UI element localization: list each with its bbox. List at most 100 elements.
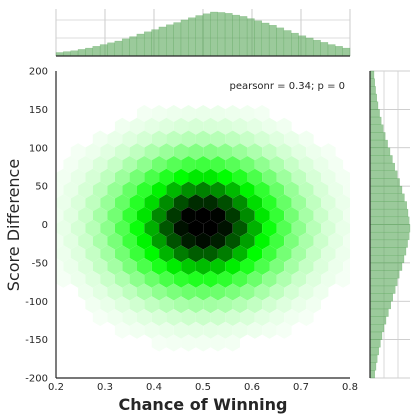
top-hist-bar: [174, 23, 181, 56]
x-axis-label: Chance of Winning: [119, 395, 288, 414]
right-hist-bar: [370, 355, 377, 363]
top-hist-bar: [240, 16, 247, 56]
top-hist-bar: [313, 40, 320, 56]
pearson-annotation: pearsonr = 0.34; p = 0: [229, 81, 345, 92]
right-hist-bar: [370, 240, 408, 248]
x-tick-label: 0.8: [342, 382, 358, 393]
right-hist-bar: [370, 86, 376, 94]
y-tick-label: -200: [25, 374, 48, 385]
right-hist-bar: [370, 340, 380, 348]
top-hist-bar: [291, 33, 298, 56]
right-hist-bar: [370, 255, 404, 263]
right-hist-bar: [370, 332, 382, 340]
right-hist-bar: [370, 363, 376, 371]
top-hist-bar: [335, 46, 342, 56]
top-hist-bar: [107, 43, 114, 56]
top-hist-bar: [210, 12, 217, 56]
y-tick-labels: -200 -150 -100 -50 0 50 100 150 200: [25, 67, 48, 385]
right-hist-bar: [370, 232, 409, 240]
right-hist-bar: [370, 178, 400, 186]
y-axis-label: Score Difference: [4, 159, 23, 291]
x-tick-label: 0.5: [195, 382, 211, 393]
right-hist-bar: [370, 194, 404, 202]
top-hist-bar: [71, 51, 78, 56]
right-hist-bar: [370, 271, 399, 279]
y-tick-label: -150: [25, 335, 48, 346]
right-hist-bar: [370, 209, 408, 217]
right-hist-bar: [370, 102, 378, 110]
top-hist-bar: [299, 36, 306, 56]
x-tick-label: 0.6: [244, 382, 260, 393]
x-tick-labels: 0.2 0.3 0.4 0.5 0.6 0.7 0.8: [48, 382, 358, 393]
top-hist-bar: [328, 45, 335, 56]
top-hist-bar: [343, 48, 350, 56]
x-tick-label: 0.2: [48, 382, 64, 393]
right-hist-bar: [370, 324, 384, 332]
top-hist-bar: [181, 20, 188, 56]
top-hist-bar: [203, 14, 210, 56]
top-hist-bar: [247, 19, 254, 56]
hexbin-cell: [41, 194, 56, 211]
right-hist-bar: [370, 225, 410, 233]
right-hist-bar: [370, 94, 377, 102]
top-hist-bar: [218, 12, 225, 56]
right-hist-bar: [370, 155, 392, 163]
top-hist-bar: [152, 30, 159, 56]
top-hist-bar: [159, 27, 166, 56]
right-hist-bar: [370, 286, 395, 294]
right-hist-bar: [370, 294, 393, 302]
top-hist-bar: [115, 41, 122, 56]
top-hist-bar: [254, 21, 261, 56]
top-hist-bar: [225, 13, 232, 56]
top-hist-bar: [93, 46, 100, 56]
top-hist-bar: [232, 15, 239, 56]
top-hist-bar: [85, 48, 92, 56]
top-hist-bar: [269, 25, 276, 56]
right-hist-bar: [370, 263, 402, 271]
y-tick-label: 50: [35, 182, 48, 193]
top-hist-bar: [196, 16, 203, 56]
hexbin-cell: [350, 194, 365, 211]
right-hist-bar: [370, 109, 380, 117]
x-tick-label: 0.7: [293, 382, 309, 393]
top-hist-bar: [306, 38, 313, 56]
marginal-histogram-y: [370, 71, 410, 378]
top-hist-bar: [166, 25, 173, 56]
right-hist-bar: [370, 370, 375, 378]
x-tick-label: 0.4: [146, 382, 162, 393]
y-tick-label: -50: [32, 258, 48, 269]
right-hist-bar: [370, 309, 388, 317]
right-hist-bar: [370, 171, 397, 179]
y-tick-label: 200: [29, 67, 48, 78]
top-hist-bar: [144, 32, 151, 56]
y-tick-label: -100: [25, 297, 48, 308]
right-hist-bar: [370, 117, 381, 125]
marginal-histogram-x: [56, 9, 350, 56]
right-hist-bar: [370, 248, 406, 256]
top-hist-bar: [100, 45, 107, 56]
y-tick-label: 100: [29, 143, 48, 154]
top-hist-bar: [78, 49, 85, 56]
top-hist-bar: [63, 52, 70, 56]
right-hist-bar: [370, 163, 395, 171]
y-tick-label: 150: [29, 105, 48, 116]
right-hist-bar: [370, 278, 397, 286]
right-hist-bar: [370, 201, 407, 209]
right-hist-bar: [370, 148, 390, 156]
top-hist-bar: [137, 34, 144, 56]
hexbin-cell: [350, 220, 365, 237]
y-tick-label: 0: [42, 220, 48, 231]
x-tick-label: 0.3: [97, 382, 113, 393]
hexbin-plot: pearsonr = 0.34; p = 0: [41, 71, 365, 378]
top-hist-bar: [130, 37, 137, 56]
right-hist-bar: [370, 140, 388, 148]
right-hist-bar: [370, 317, 386, 325]
right-hist-bar: [370, 217, 409, 225]
top-hist-bar: [122, 39, 129, 56]
right-hist-bar: [370, 347, 379, 355]
top-hist-bar: [284, 30, 291, 56]
right-hist-bar: [370, 125, 383, 133]
right-hist-bar: [370, 132, 385, 140]
top-hist-bar: [321, 42, 328, 56]
